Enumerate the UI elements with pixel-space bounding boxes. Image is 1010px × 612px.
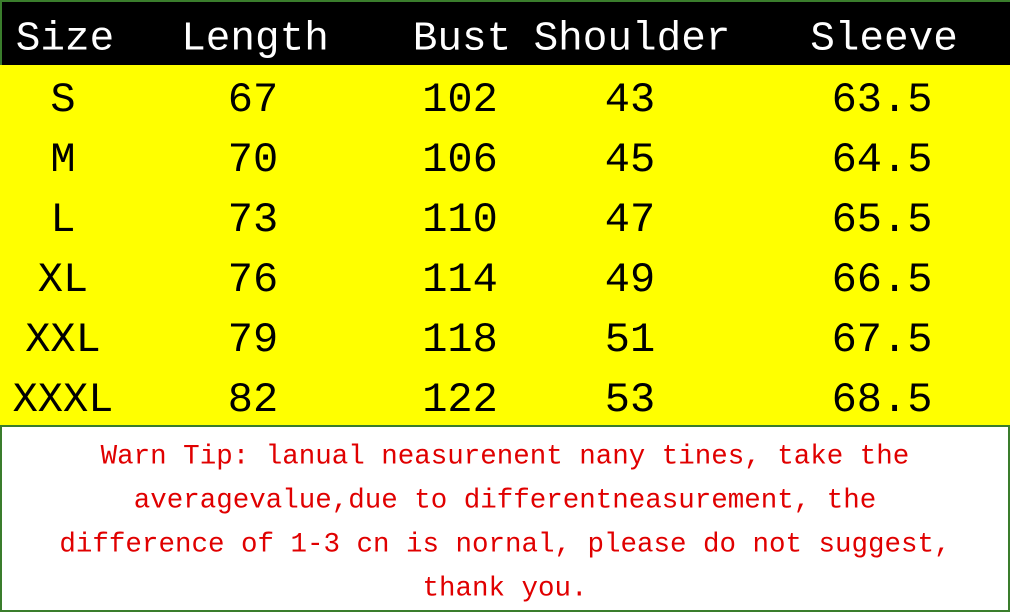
table-body: S 67 102 43 63.5 M 70 106 45 64.5 L 73 110 47 65.5 XL 76… <box>0 65 1010 425</box>
table-cell: XL <box>37 256 89 304</box>
table-cell: 53 <box>604 376 656 424</box>
header-cell: Length <box>181 16 329 63</box>
table-cell: 82 <box>227 376 279 424</box>
table-cell: 122 <box>422 376 498 424</box>
table-cell: 76 <box>227 256 279 304</box>
table-cell: 63.5 <box>831 76 933 124</box>
table-cell: 68.5 <box>831 376 933 424</box>
table-cell: 45 <box>604 136 656 184</box>
note-box: Warn Tip: lanual neasurenent nany tines,… <box>0 425 1010 612</box>
header-cell: Shoulder <box>533 16 731 63</box>
table-cell: 73 <box>227 196 279 244</box>
table-cell: M <box>50 136 76 184</box>
table-cell: 79 <box>227 316 279 364</box>
table-cell: 67 <box>227 76 279 124</box>
table-cell: 43 <box>604 76 656 124</box>
table-cell: 110 <box>422 196 498 244</box>
table-cell: XXL <box>25 316 101 364</box>
table-cell: 65.5 <box>831 196 933 244</box>
table-cell: 118 <box>422 316 498 364</box>
table-cell: 64.5 <box>831 136 933 184</box>
table-cell: 66.5 <box>831 256 933 304</box>
table-cell: 70 <box>227 136 279 184</box>
note-line: difference of 1-3 cn is nornal, please d… <box>59 529 951 561</box>
table-cell: 102 <box>422 76 498 124</box>
header-row: Size Length Bust Shoulder Sleeve <box>0 0 1010 65</box>
table-cell: 49 <box>604 256 656 304</box>
table-cell: S <box>50 76 76 124</box>
header-cell: Sleeve <box>810 16 958 63</box>
header-cell: Bust <box>412 16 512 63</box>
table-cell: L <box>50 196 76 244</box>
header-cell: Size <box>15 16 115 63</box>
table-cell: 47 <box>604 196 656 244</box>
table-cell: XXXL <box>12 376 114 424</box>
table-cell: 51 <box>604 316 656 364</box>
note-line: averagevalue,due to differentneasurement… <box>133 485 877 517</box>
table-cell: 106 <box>422 136 498 184</box>
table-cell: 114 <box>422 256 498 304</box>
table-cell: 67.5 <box>831 316 933 364</box>
note-line: Warn Tip: lanual neasurenent nany tines,… <box>100 441 910 473</box>
note-line: thank you. <box>422 573 588 605</box>
